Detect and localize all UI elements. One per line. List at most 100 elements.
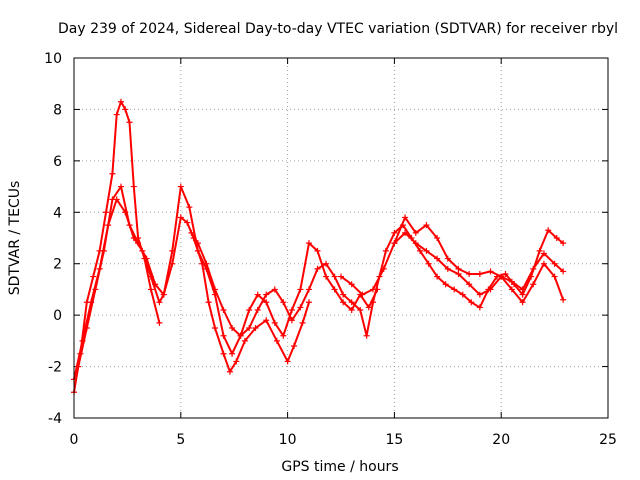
- data-point: [412, 229, 419, 236]
- data-point: [288, 317, 295, 324]
- data-point: [75, 363, 82, 370]
- data-point: [540, 260, 547, 267]
- axis-ticks: [73, 57, 609, 419]
- data-point: [466, 281, 473, 288]
- data-point: [252, 325, 259, 331]
- y-tick-label: 4: [53, 205, 62, 221]
- y-tick-label: 10: [44, 51, 62, 67]
- data-point: [288, 307, 295, 313]
- data-point: [338, 273, 344, 280]
- data-point: [487, 286, 494, 293]
- data-point: [560, 268, 567, 275]
- data-point: [536, 247, 543, 254]
- data-point: [273, 337, 280, 344]
- x-tick-label: 10: [279, 432, 297, 448]
- y-axis-title: SDTVAR / TECUs: [7, 181, 23, 296]
- data-point: [434, 273, 441, 280]
- data-point: [220, 332, 227, 339]
- data-point: [363, 332, 370, 339]
- data-point: [530, 265, 537, 272]
- data-point: [459, 291, 466, 298]
- data-point: [314, 247, 321, 254]
- data-point: [143, 255, 150, 262]
- data-point: [90, 273, 97, 280]
- data-point: [263, 299, 270, 306]
- series-line: [340, 216, 565, 304]
- data-point: [103, 209, 110, 216]
- data-point: [241, 337, 248, 344]
- data-point: [391, 229, 398, 236]
- data-point: [331, 273, 338, 280]
- data-point: [160, 291, 167, 298]
- data-point: [451, 286, 458, 293]
- series-line: [73, 100, 161, 394]
- data-point: [444, 265, 451, 272]
- data-point: [370, 286, 377, 293]
- data-point: [553, 235, 560, 241]
- data-point: [156, 299, 163, 306]
- data-point: [156, 319, 163, 326]
- data-point: [122, 106, 129, 113]
- data-point: [476, 291, 483, 298]
- data-point: [348, 299, 355, 306]
- x-tick-label: 5: [176, 432, 185, 448]
- x-axis-title: GPS time / hours: [281, 459, 398, 475]
- data-point: [92, 286, 99, 293]
- data-point: [348, 281, 355, 288]
- data-point: [498, 273, 505, 280]
- data-point: [284, 358, 291, 365]
- series-track-e: [338, 214, 567, 306]
- data-point: [391, 240, 398, 247]
- data-point: [382, 247, 389, 254]
- data-point: [297, 304, 304, 311]
- data-point: [412, 240, 419, 247]
- data-point: [83, 325, 90, 331]
- data-point: [237, 332, 244, 339]
- data-point: [130, 183, 137, 190]
- data-point: [340, 299, 347, 306]
- data-point: [476, 271, 483, 277]
- data-point: [551, 260, 558, 267]
- y-tick-label: 2: [53, 257, 62, 273]
- data-point: [425, 260, 432, 267]
- data-point: [100, 247, 107, 254]
- data-point: [147, 286, 154, 293]
- data-point: [560, 240, 567, 247]
- data-point: [297, 286, 304, 293]
- data-point: [254, 291, 261, 298]
- data-point: [263, 317, 270, 324]
- data-point: [205, 299, 212, 306]
- data-point: [152, 281, 159, 288]
- data-point: [423, 247, 430, 254]
- x-tick-label: 0: [70, 432, 79, 448]
- y-tick-label: -2: [48, 360, 62, 376]
- data-point: [229, 325, 236, 331]
- data-point: [476, 304, 483, 311]
- data-point: [184, 219, 191, 226]
- series-track-f: [391, 229, 567, 298]
- data-point: [194, 240, 201, 247]
- grid: [74, 58, 608, 418]
- data-point: [519, 286, 526, 293]
- data-point: [177, 214, 184, 221]
- data-point: [305, 240, 312, 247]
- data-point: [365, 304, 372, 311]
- data-point: [169, 247, 176, 254]
- data-point: [380, 265, 387, 272]
- data-point: [188, 229, 195, 236]
- data-point: [551, 273, 558, 280]
- data-point: [229, 350, 236, 357]
- data-point: [519, 299, 526, 306]
- data-point: [423, 222, 430, 229]
- data-point: [117, 183, 124, 190]
- data-point: [135, 240, 142, 247]
- data-point: [126, 119, 133, 126]
- data-point: [402, 214, 409, 221]
- data-point: [402, 229, 409, 236]
- data-point: [305, 299, 312, 306]
- data-point: [220, 350, 227, 357]
- data-point: [194, 247, 201, 254]
- series-layer: [71, 98, 567, 396]
- data-point: [271, 319, 278, 326]
